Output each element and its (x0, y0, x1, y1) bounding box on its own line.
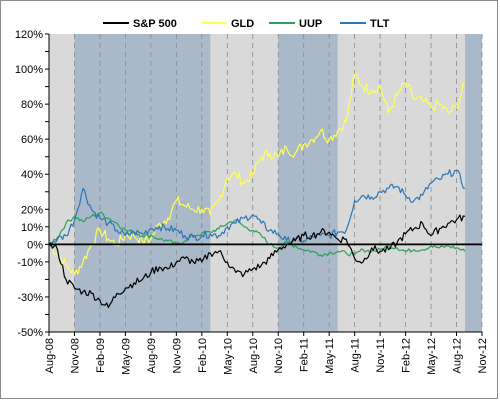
y-tick-label: -50% (17, 327, 43, 339)
x-tick-label: Nov-11 (375, 338, 387, 373)
series-line-uup (48, 211, 466, 258)
x-tick-label: Nov-08 (69, 338, 81, 373)
x-tick-label: Nov-12 (477, 338, 489, 373)
y-axis-tick-labels: -50% -30% -10% 0% 10% 20% 40% 60% 80% 100% 120% (15, 29, 43, 339)
shaded-periods (74, 34, 482, 332)
x-tick-label: Nov-10 (273, 338, 285, 373)
series-line-s-p-500 (48, 214, 466, 309)
x-tick-label: Nov-09 (171, 338, 183, 373)
x-tick-label: May-12 (426, 338, 438, 375)
y-tick-label: 100% (15, 64, 43, 76)
x-tick-label: Aug-08 (44, 338, 56, 373)
y-tick-label: -10% (17, 257, 43, 269)
y-tick-label: 20% (21, 204, 43, 216)
x-tick-label: Feb-12 (401, 338, 413, 373)
y-tick-label: 10% (21, 222, 43, 234)
y-tick-label: 40% (21, 169, 43, 181)
x-tick-label: May-10 (222, 338, 234, 375)
x-tick-label: Aug-12 (452, 338, 464, 373)
vertical-gridlines (74, 34, 483, 332)
series-line-tlt (48, 169, 466, 247)
legend-label-s-p-500: S&P 500 (133, 18, 177, 30)
x-tick-label: Aug-11 (350, 338, 362, 373)
legend-label-tlt: TLT (370, 18, 390, 30)
shaded-period-0 (74, 34, 211, 332)
x-tick-label: Feb-10 (197, 338, 209, 373)
legend-label-uup: UUP (299, 18, 322, 30)
shaded-period-2 (465, 34, 482, 332)
legend: S&P 500 GLD UUP TLT (103, 18, 390, 30)
legend-label-gld: GLD (231, 18, 254, 30)
x-tick-label: Feb-11 (299, 338, 311, 372)
y-tick-label: 60% (21, 134, 43, 146)
x-tick-label: Aug-10 (248, 338, 260, 373)
x-tick-label: May-11 (324, 338, 336, 374)
y-tick-label: 120% (15, 29, 43, 41)
axes (45, 33, 483, 336)
y-tick-label: 80% (21, 99, 43, 111)
series-lines (48, 73, 466, 309)
x-tick-label: Aug-09 (146, 338, 158, 373)
shaded-period-1 (278, 34, 338, 332)
y-tick-label: 0% (27, 239, 43, 251)
x-axis-tick-labels: Aug-08 Nov-08 Feb-09 May-09 Aug-09 Nov-09 Feb-… (44, 338, 489, 375)
x-tick-label: Feb-09 (95, 338, 107, 373)
y-tick-label: -30% (17, 292, 43, 304)
x-tick-label: May-09 (120, 338, 132, 375)
series-line-gld (48, 73, 466, 275)
